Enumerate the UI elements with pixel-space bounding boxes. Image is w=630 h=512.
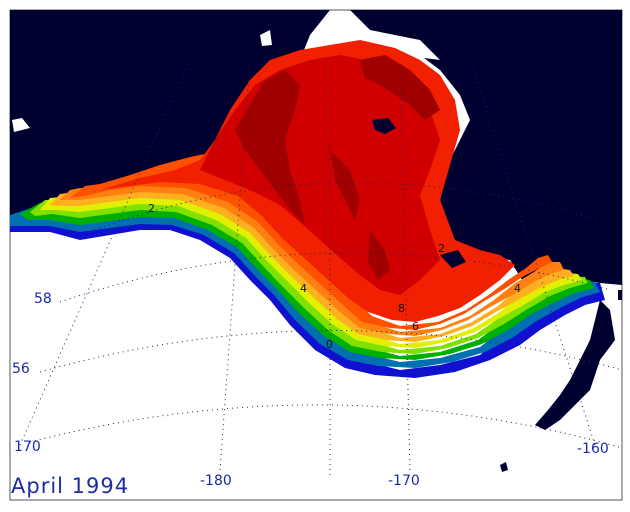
lon-label-minus-160: -160 bbox=[577, 441, 609, 457]
lon-label-170-left: 170 bbox=[14, 439, 41, 455]
lon-label-minus-170: -170 bbox=[388, 473, 420, 489]
graticule bbox=[19, 59, 623, 475]
lat-label-58: 58 bbox=[34, 291, 52, 307]
map-title: April 1994 bbox=[11, 474, 130, 498]
contour-label: 6 bbox=[412, 320, 419, 333]
contour-label: 4 bbox=[514, 282, 521, 295]
lat-line-56 bbox=[39, 330, 623, 373]
lon-line-left bbox=[19, 59, 191, 446]
temperature-bands bbox=[10, 40, 605, 378]
ice-free-patches bbox=[12, 30, 440, 132]
lat-label-56: 56 bbox=[12, 361, 30, 377]
land bbox=[10, 10, 622, 472]
lon-line-mid-left bbox=[219, 59, 251, 471]
contour-label: 8 bbox=[398, 302, 405, 315]
lat-line-54 bbox=[29, 404, 623, 449]
contour-label: 0 bbox=[326, 338, 333, 351]
contour-labels: 4 8 6 0 2 4 2 bbox=[148, 202, 521, 351]
lat-line-60 bbox=[89, 182, 601, 233]
contour-label: 2 bbox=[148, 202, 155, 215]
contour-label: 2 bbox=[438, 242, 445, 255]
lon-label-minus-180: -180 bbox=[200, 473, 232, 489]
lon-line-mid-right bbox=[399, 59, 411, 471]
contour-label: 4 bbox=[300, 282, 307, 295]
